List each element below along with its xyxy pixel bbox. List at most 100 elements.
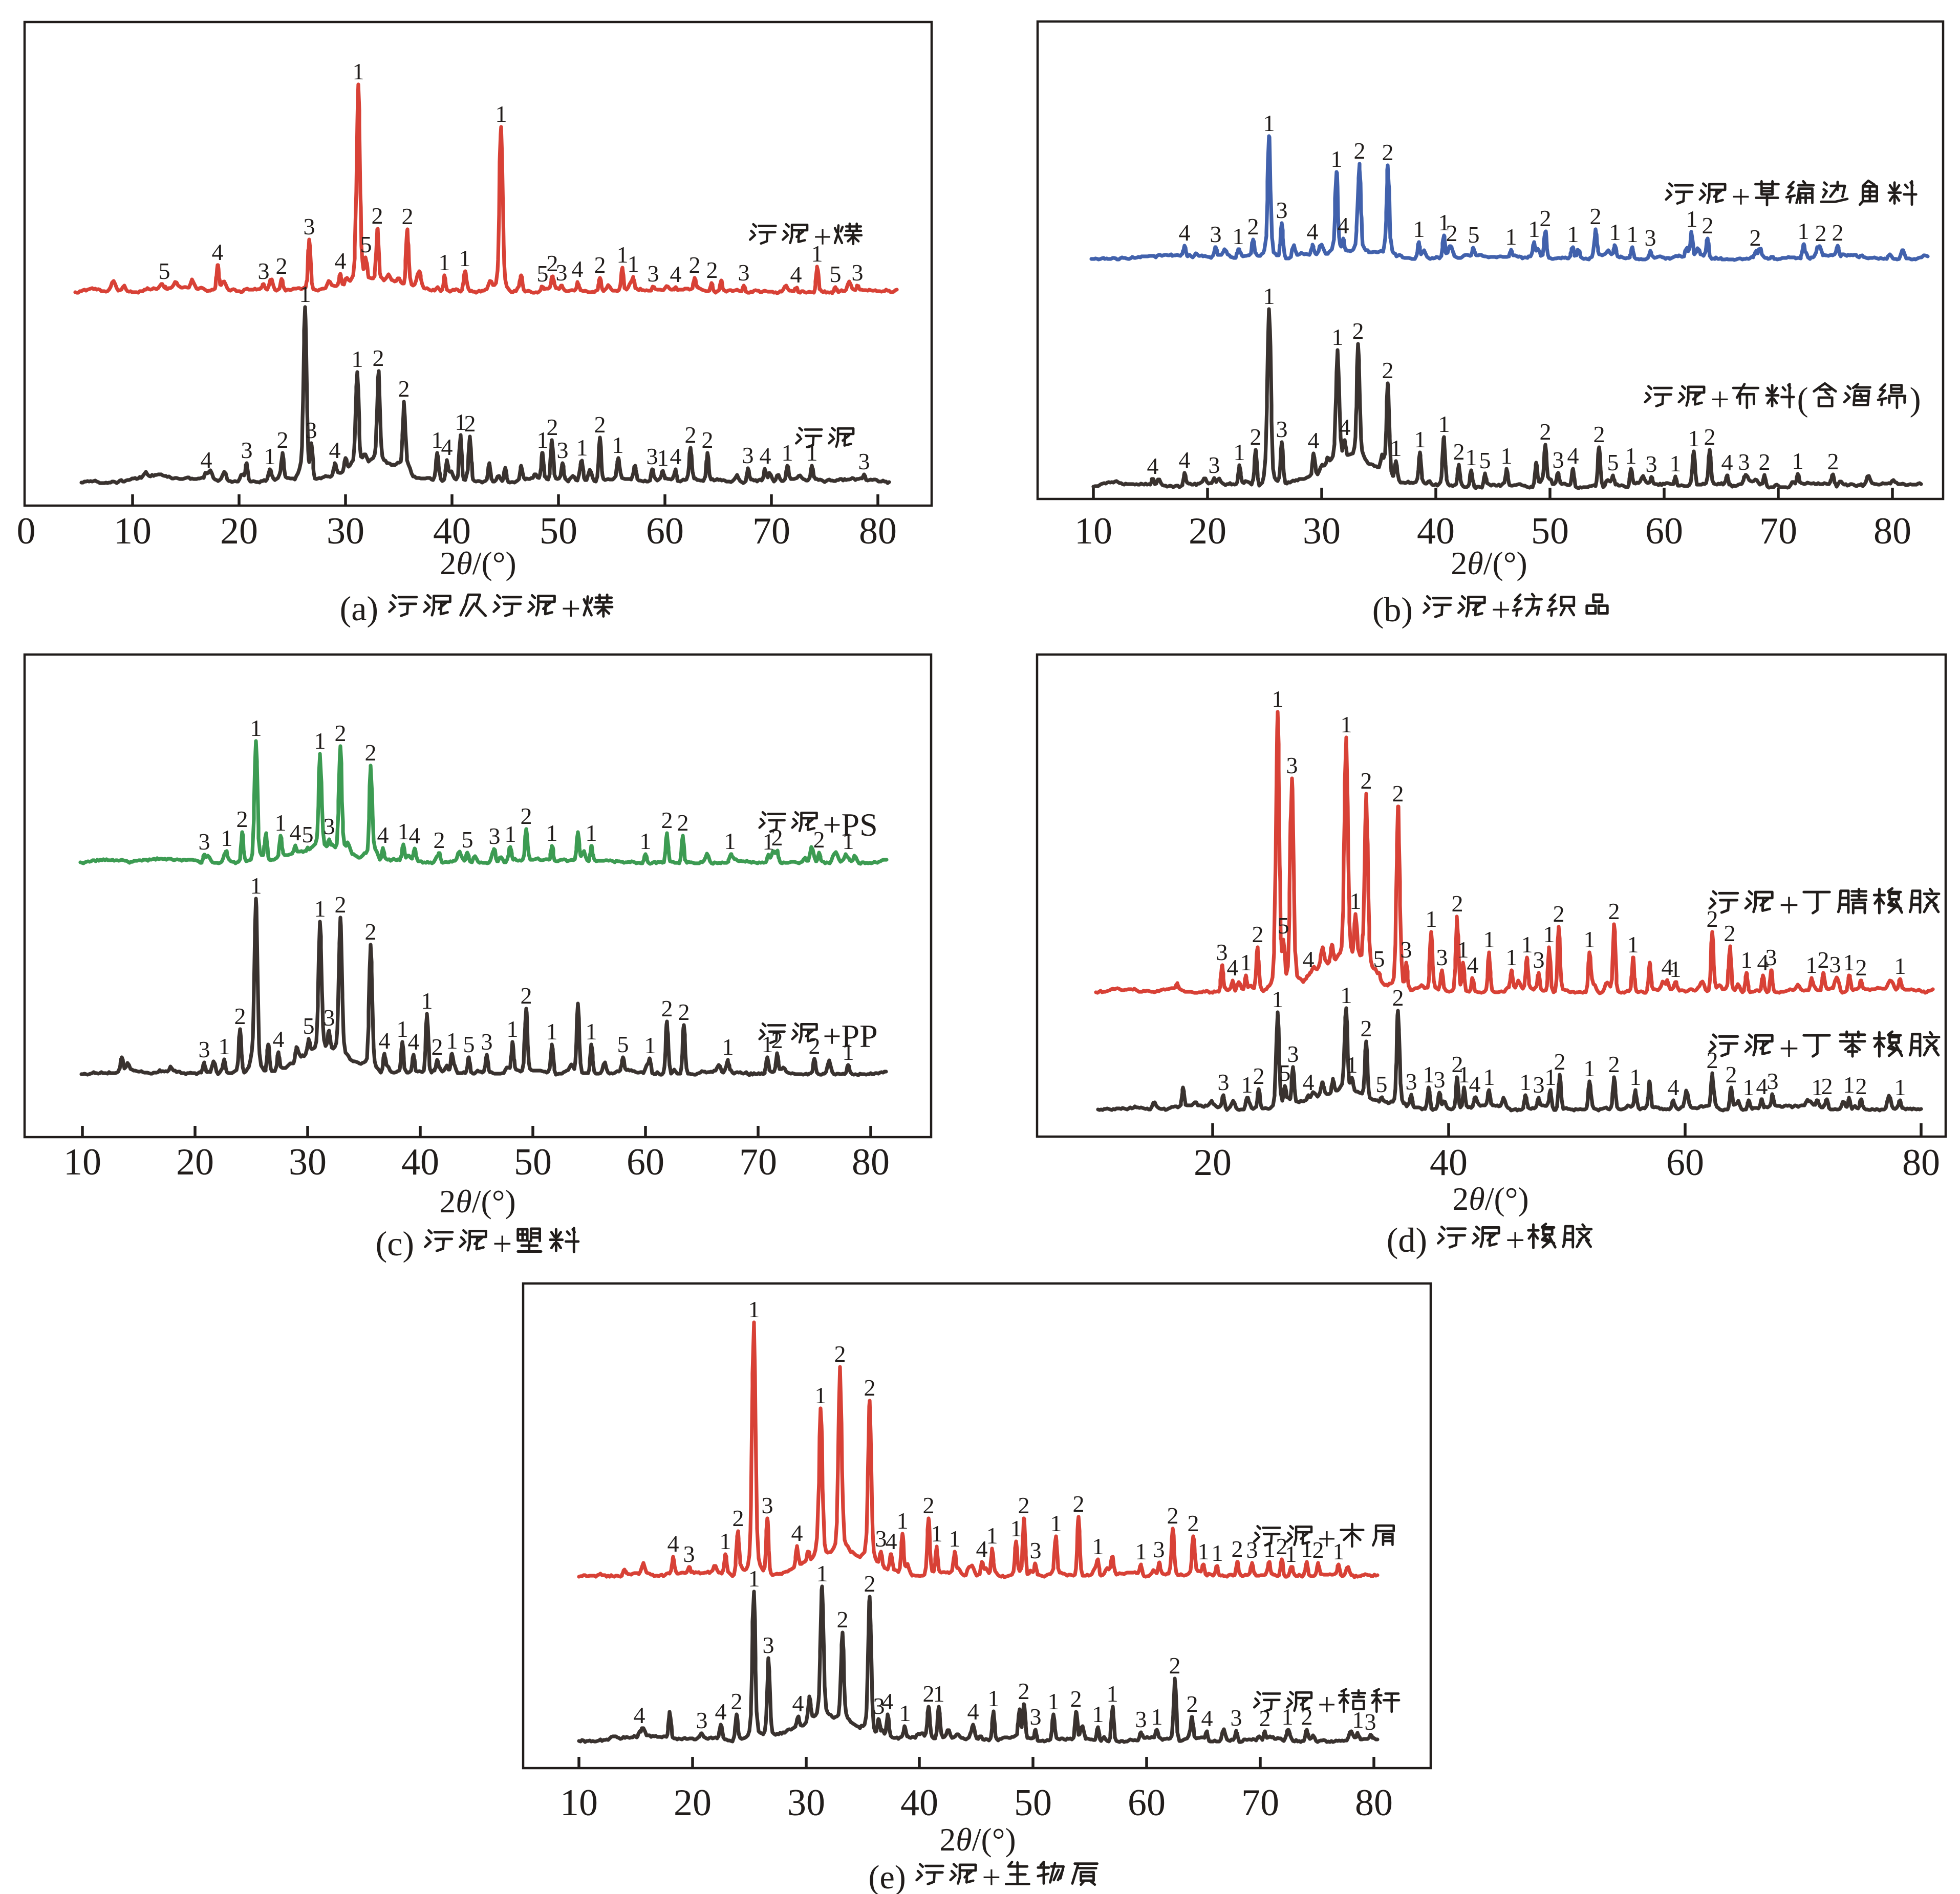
- svg-text:1: 1: [1520, 1069, 1532, 1095]
- svg-text:20: 20: [1194, 1142, 1232, 1184]
- svg-text:1: 1: [1743, 1074, 1755, 1100]
- svg-text:2θ/(°): 2θ/(°): [1451, 545, 1527, 581]
- svg-text:1: 1: [397, 1016, 408, 1042]
- svg-text:1: 1: [398, 818, 410, 844]
- svg-text:4: 4: [441, 434, 453, 460]
- svg-text:1: 1: [1670, 956, 1682, 982]
- svg-text:4: 4: [667, 1531, 679, 1557]
- svg-text:70: 70: [752, 510, 790, 552]
- svg-text:2: 2: [661, 995, 673, 1021]
- svg-text:70: 70: [739, 1141, 777, 1183]
- svg-text:30: 30: [787, 1782, 825, 1824]
- svg-text:1: 1: [1894, 953, 1906, 979]
- svg-text:1: 1: [1528, 216, 1540, 242]
- svg-text:1: 1: [1438, 209, 1450, 235]
- svg-text:1: 1: [537, 427, 549, 453]
- svg-text:3: 3: [696, 1707, 708, 1733]
- svg-text:5: 5: [617, 1031, 629, 1057]
- svg-text:+: +: [1710, 381, 1729, 418]
- svg-text:2: 2: [234, 1003, 246, 1029]
- svg-text:2: 2: [1276, 1533, 1288, 1559]
- svg-text:1: 1: [1212, 1540, 1223, 1566]
- svg-text:3: 3: [647, 443, 658, 469]
- svg-text:(: (: [1797, 381, 1808, 418]
- svg-text:2: 2: [706, 257, 718, 283]
- svg-text:2: 2: [1856, 954, 1867, 981]
- svg-text:+: +: [492, 1224, 512, 1263]
- svg-text:1: 1: [1741, 947, 1753, 973]
- svg-text:3: 3: [1765, 944, 1777, 970]
- svg-text:3: 3: [1030, 1537, 1042, 1563]
- svg-text:1: 1: [806, 440, 818, 466]
- svg-text:4: 4: [409, 822, 421, 848]
- svg-text:1: 1: [933, 1681, 945, 1707]
- svg-text:1: 1: [1543, 921, 1555, 947]
- svg-text:+: +: [1491, 590, 1511, 629]
- svg-text:50: 50: [514, 1141, 552, 1183]
- svg-text:2: 2: [731, 1688, 743, 1714]
- svg-text:1: 1: [1390, 435, 1402, 461]
- svg-text:3: 3: [304, 213, 315, 240]
- svg-text:3: 3: [1030, 1704, 1042, 1730]
- svg-text:2: 2: [1232, 1536, 1243, 1562]
- svg-text:4: 4: [572, 256, 584, 282]
- svg-text:2: 2: [1250, 424, 1262, 450]
- svg-text:3: 3: [324, 813, 335, 839]
- svg-text:3: 3: [1246, 1537, 1258, 1563]
- svg-text:2θ/(°): 2θ/(°): [439, 1183, 515, 1220]
- svg-text:2: 2: [1704, 424, 1716, 450]
- svg-text:2: 2: [1018, 1678, 1030, 1704]
- svg-text:2: 2: [335, 891, 347, 918]
- svg-text:2: 2: [1392, 780, 1404, 807]
- svg-text:40: 40: [1430, 1142, 1468, 1184]
- svg-text:20: 20: [176, 1141, 214, 1183]
- svg-text:5: 5: [159, 258, 170, 284]
- svg-text:2: 2: [771, 1027, 783, 1053]
- svg-text:5: 5: [462, 826, 473, 853]
- svg-text:2: 2: [432, 1034, 443, 1060]
- svg-text:1: 1: [1341, 711, 1352, 737]
- svg-text:1: 1: [1263, 283, 1275, 309]
- svg-text:1: 1: [612, 432, 624, 458]
- svg-text:2: 2: [1187, 1691, 1198, 1717]
- svg-text:3: 3: [1276, 416, 1288, 442]
- svg-text:2: 2: [1554, 1049, 1566, 1075]
- svg-text:40: 40: [1417, 510, 1455, 552]
- svg-text:40: 40: [433, 510, 471, 552]
- svg-text:1: 1: [505, 821, 516, 847]
- svg-text:1: 1: [1092, 1533, 1104, 1559]
- svg-text:+: +: [1505, 1221, 1525, 1259]
- svg-text:40: 40: [900, 1782, 938, 1824]
- svg-text:5: 5: [830, 261, 842, 287]
- svg-text:3: 3: [762, 1492, 773, 1518]
- svg-text:2: 2: [372, 203, 383, 229]
- svg-text:+PP: +PP: [823, 1018, 877, 1054]
- svg-text:4: 4: [976, 1536, 988, 1562]
- svg-text:4: 4: [1339, 414, 1351, 440]
- svg-text:2: 2: [521, 803, 532, 829]
- svg-text:1: 1: [586, 1018, 597, 1044]
- svg-text:2: 2: [1382, 139, 1394, 165]
- svg-text:1: 1: [1333, 1538, 1345, 1564]
- svg-text:1: 1: [1341, 982, 1352, 1008]
- svg-text:50: 50: [1014, 1782, 1052, 1824]
- svg-text:1: 1: [1545, 1064, 1557, 1090]
- svg-text:1: 1: [1426, 906, 1437, 932]
- svg-text:1: 1: [496, 101, 507, 127]
- svg-text:2: 2: [678, 999, 690, 1025]
- svg-text:2: 2: [1018, 1492, 1030, 1518]
- svg-text:4: 4: [670, 443, 682, 469]
- svg-text:5: 5: [1607, 449, 1619, 475]
- svg-text:2: 2: [689, 252, 701, 278]
- svg-text:2: 2: [1247, 213, 1259, 240]
- svg-text:1: 1: [762, 1031, 773, 1057]
- svg-text:80: 80: [852, 1141, 890, 1183]
- svg-text:2: 2: [1702, 212, 1714, 238]
- svg-text:(c): (c): [376, 1224, 414, 1263]
- svg-text:2: 2: [834, 1341, 846, 1367]
- svg-text:5: 5: [537, 260, 549, 287]
- svg-text:1: 1: [782, 440, 793, 466]
- svg-text:5: 5: [1376, 1071, 1388, 1097]
- svg-text:2: 2: [398, 376, 410, 402]
- svg-text:3: 3: [858, 448, 870, 474]
